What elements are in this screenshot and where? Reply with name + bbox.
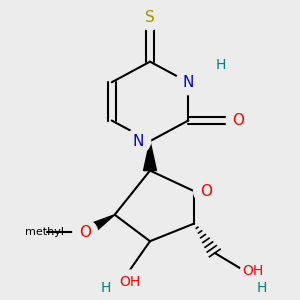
Circle shape (226, 108, 251, 133)
Text: N: N (183, 75, 194, 90)
Circle shape (208, 52, 233, 77)
Polygon shape (82, 215, 115, 238)
Text: H: H (257, 281, 267, 295)
Circle shape (250, 276, 274, 300)
Text: O: O (232, 113, 244, 128)
Text: S: S (145, 10, 155, 25)
Text: O: O (79, 225, 91, 240)
Circle shape (126, 129, 151, 154)
Text: OH: OH (119, 275, 140, 290)
Circle shape (194, 179, 218, 203)
Circle shape (176, 70, 201, 94)
Circle shape (73, 220, 98, 245)
Text: O: O (200, 184, 212, 199)
Polygon shape (143, 141, 157, 171)
Text: H: H (215, 58, 226, 72)
Circle shape (138, 5, 162, 30)
Circle shape (94, 276, 118, 300)
Circle shape (117, 270, 142, 295)
Text: methyl: methyl (25, 227, 64, 237)
Text: OH: OH (242, 264, 264, 278)
Text: N: N (133, 134, 144, 148)
Circle shape (241, 258, 266, 283)
Text: H: H (101, 281, 111, 295)
